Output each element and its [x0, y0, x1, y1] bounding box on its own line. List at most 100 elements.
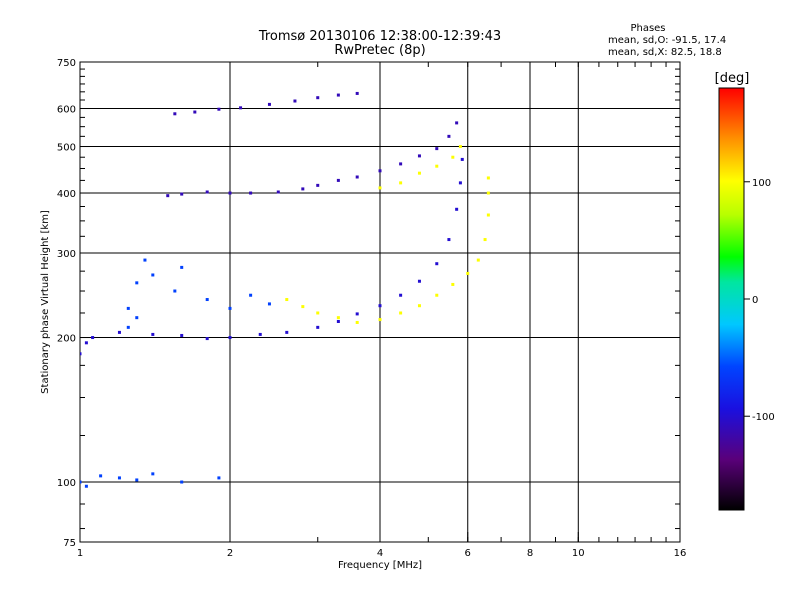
data-point: [228, 191, 232, 195]
data-point: [267, 102, 271, 106]
data-point: [466, 271, 470, 275]
data-point: [316, 183, 320, 187]
data-point: [117, 476, 121, 480]
y-tick-label: 600: [57, 105, 76, 116]
data-point: [293, 99, 297, 103]
x-tick-label: 16: [674, 548, 687, 559]
data-point: [399, 311, 403, 315]
x-tick-label: 4: [377, 548, 383, 559]
data-point: [458, 145, 462, 149]
data-point: [285, 330, 289, 334]
chart-subtitle: RwPretec (8p): [334, 43, 425, 58]
data-point: [455, 121, 459, 125]
x-tick-label: 2: [227, 548, 233, 559]
data-point: [316, 96, 320, 100]
y-tick-label: 300: [57, 249, 76, 260]
data-point: [378, 186, 382, 190]
data-point: [316, 325, 320, 329]
data-point: [486, 176, 490, 180]
data-point: [355, 320, 359, 324]
data-point: [301, 187, 305, 191]
data-point: [399, 181, 403, 185]
data-point: [276, 190, 280, 194]
data-point: [151, 472, 155, 476]
data-point: [417, 304, 421, 308]
x-tick-label: 10: [572, 548, 585, 559]
data-point: [180, 333, 184, 337]
colorbar: [deg] 100 0 -100: [715, 71, 775, 511]
data-point: [486, 191, 490, 195]
data-point: [80, 480, 82, 484]
data-point: [417, 171, 421, 175]
data-point: [217, 107, 221, 111]
y-tick-label: 200: [57, 334, 76, 345]
axis-ticks: 1 2 4 6 8 10 16 75 100 200 300 400 500 600 750: [57, 58, 686, 559]
data-point: [458, 181, 462, 185]
data-point: [151, 273, 155, 277]
x-axis-label: Frequency [MHz]: [338, 560, 422, 571]
chart-title: Tromsø 20130106 12:38:00-12:39:43: [258, 29, 501, 44]
data-point: [336, 93, 340, 97]
data-point: [301, 305, 305, 309]
data-point: [135, 316, 139, 320]
data-point: [239, 106, 243, 110]
data-point: [355, 91, 359, 95]
data-point: [126, 325, 130, 329]
x-tick-label: 6: [465, 548, 471, 559]
data-point: [117, 330, 121, 334]
data-point: [135, 281, 139, 285]
data-point: [228, 336, 232, 340]
data-point: [355, 175, 359, 179]
data-point: [180, 192, 184, 196]
data-point: [193, 110, 197, 114]
data-point: [205, 190, 209, 194]
data-point: [143, 258, 147, 262]
data-point: [336, 178, 340, 182]
data-point: [285, 298, 289, 302]
data-point: [228, 306, 232, 310]
data-point: [84, 341, 88, 345]
data-point: [455, 207, 459, 211]
data-point: [476, 258, 480, 262]
data-point: [249, 191, 253, 195]
data-point: [151, 332, 155, 336]
stats-x-line: mean, sd,X: 82.5, 18.8: [608, 47, 722, 58]
data-point: [417, 154, 421, 158]
data-point: [483, 238, 487, 242]
data-point: [486, 213, 490, 217]
data-point: [399, 293, 403, 297]
data-points: [80, 91, 490, 488]
y-tick-label: 100: [57, 478, 76, 489]
colorbar-unit: [deg]: [715, 71, 750, 86]
stats-title: Phases: [630, 23, 665, 34]
x-tick-label: 8: [527, 548, 533, 559]
y-tick-label: 750: [57, 58, 76, 69]
data-point: [378, 304, 382, 308]
colorbar-tick-label: 100: [752, 178, 771, 189]
colorbar-tick-label: 0: [752, 295, 758, 306]
grid-lines: [80, 62, 680, 542]
x-tick-label: 1: [77, 548, 83, 559]
data-point: [173, 112, 177, 116]
data-point: [99, 474, 103, 478]
y-axis-label: Stationary phase Virtual Height [km]: [40, 210, 51, 394]
colorbar-ticks: 100 0 -100: [744, 178, 775, 423]
data-point: [267, 302, 271, 306]
data-point: [460, 157, 464, 161]
y-tick-label: 400: [57, 189, 76, 200]
colorbar-gradient: [718, 87, 745, 511]
data-point: [435, 262, 439, 266]
data-point: [180, 265, 184, 269]
plot-area: 1 2 4 6 8 10 16 75 100 200 300 400 500 600 750: [57, 58, 686, 559]
data-point: [399, 162, 403, 166]
y-tick-label: 500: [57, 143, 76, 154]
data-point: [355, 312, 359, 316]
data-point: [316, 311, 320, 315]
data-point: [180, 480, 184, 484]
data-point: [91, 336, 95, 340]
data-point: [336, 316, 340, 320]
data-point: [447, 238, 451, 242]
data-point: [378, 318, 382, 322]
data-point: [435, 147, 439, 151]
